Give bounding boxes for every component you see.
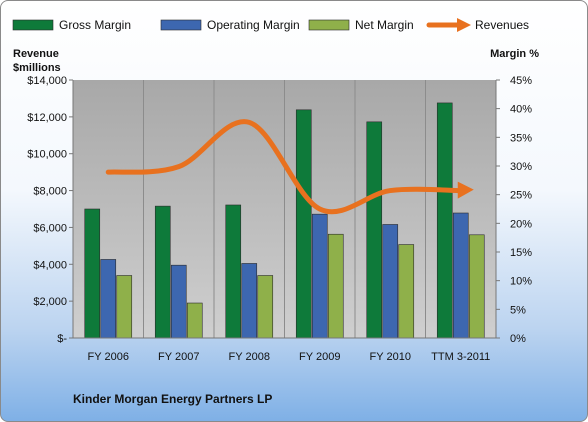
left-tick-label: $8,000 — [33, 186, 67, 198]
left-tick-label: $2,000 — [33, 296, 67, 308]
right-tick-label: 20% — [510, 218, 532, 230]
left-tick-label: $- — [57, 333, 67, 345]
bar-net-margin — [398, 244, 415, 339]
legend-arrowhead — [457, 18, 471, 32]
bar-operating-margin — [452, 212, 469, 339]
right-tick-label: 30% — [510, 161, 532, 173]
bar-operating-margin — [241, 263, 258, 339]
bar-gross-margin — [154, 205, 171, 339]
bar-net-margin — [257, 275, 274, 339]
left-tick-label: $14,000 — [27, 75, 67, 87]
right-tick-label: 5% — [510, 304, 526, 316]
bar-gross-margin — [84, 208, 101, 339]
left-axis-title: Revenue — [13, 48, 59, 60]
right-tick-label: 0% — [510, 333, 526, 345]
left-tick-label: $6,000 — [33, 222, 67, 234]
bar-operating-margin — [311, 213, 328, 339]
bar-gross-margin — [225, 204, 242, 339]
legend-swatch — [12, 19, 54, 31]
left-tick-label: $10,000 — [27, 149, 67, 161]
bar-gross-margin — [436, 102, 453, 339]
right-axis-title: Margin % — [490, 48, 539, 60]
right-tick-label: 10% — [510, 276, 532, 288]
bar-gross-margin — [295, 109, 312, 339]
left-tick-label: $4,000 — [33, 259, 67, 271]
bar-operating-margin — [382, 224, 399, 339]
bar-net-margin — [327, 233, 344, 339]
legend-swatch — [160, 19, 202, 31]
bar-net-margin — [116, 275, 133, 339]
x-tick-label: FY 2010 — [370, 351, 411, 363]
legend-label: Gross Margin — [59, 18, 131, 32]
right-tick-label: 25% — [510, 190, 532, 202]
right-tick-label: 45% — [510, 75, 532, 87]
x-tick-label: FY 2006 — [88, 351, 129, 363]
x-tick-label: TTM 3-2011 — [431, 351, 490, 363]
bar-net-margin — [186, 302, 203, 339]
bar-operating-margin — [100, 259, 117, 339]
right-tick-label: 15% — [510, 247, 532, 259]
right-tick-label: 40% — [510, 104, 532, 116]
x-tick-label: FY 2008 — [229, 351, 270, 363]
legend-label: Operating Margin — [207, 18, 300, 32]
x-tick-label: FY 2007 — [158, 351, 199, 363]
revenue-line — [105, 119, 464, 215]
x-tick-label: FY 2009 — [299, 351, 340, 363]
left-tick-label: $12,000 — [27, 112, 67, 124]
left-axis-title: $millions — [13, 62, 61, 74]
bar-operating-margin — [170, 264, 187, 339]
legend-label: Revenues — [475, 18, 529, 32]
bar-gross-margin — [366, 121, 383, 339]
revenue-arrowhead — [457, 181, 474, 199]
right-tick-label: 35% — [510, 132, 532, 144]
chart-title: Kinder Morgan Energy Partners LP — [73, 392, 272, 406]
legend-label: Net Margin — [355, 18, 414, 32]
legend-swatch — [308, 19, 350, 31]
bar-net-margin — [468, 234, 485, 339]
